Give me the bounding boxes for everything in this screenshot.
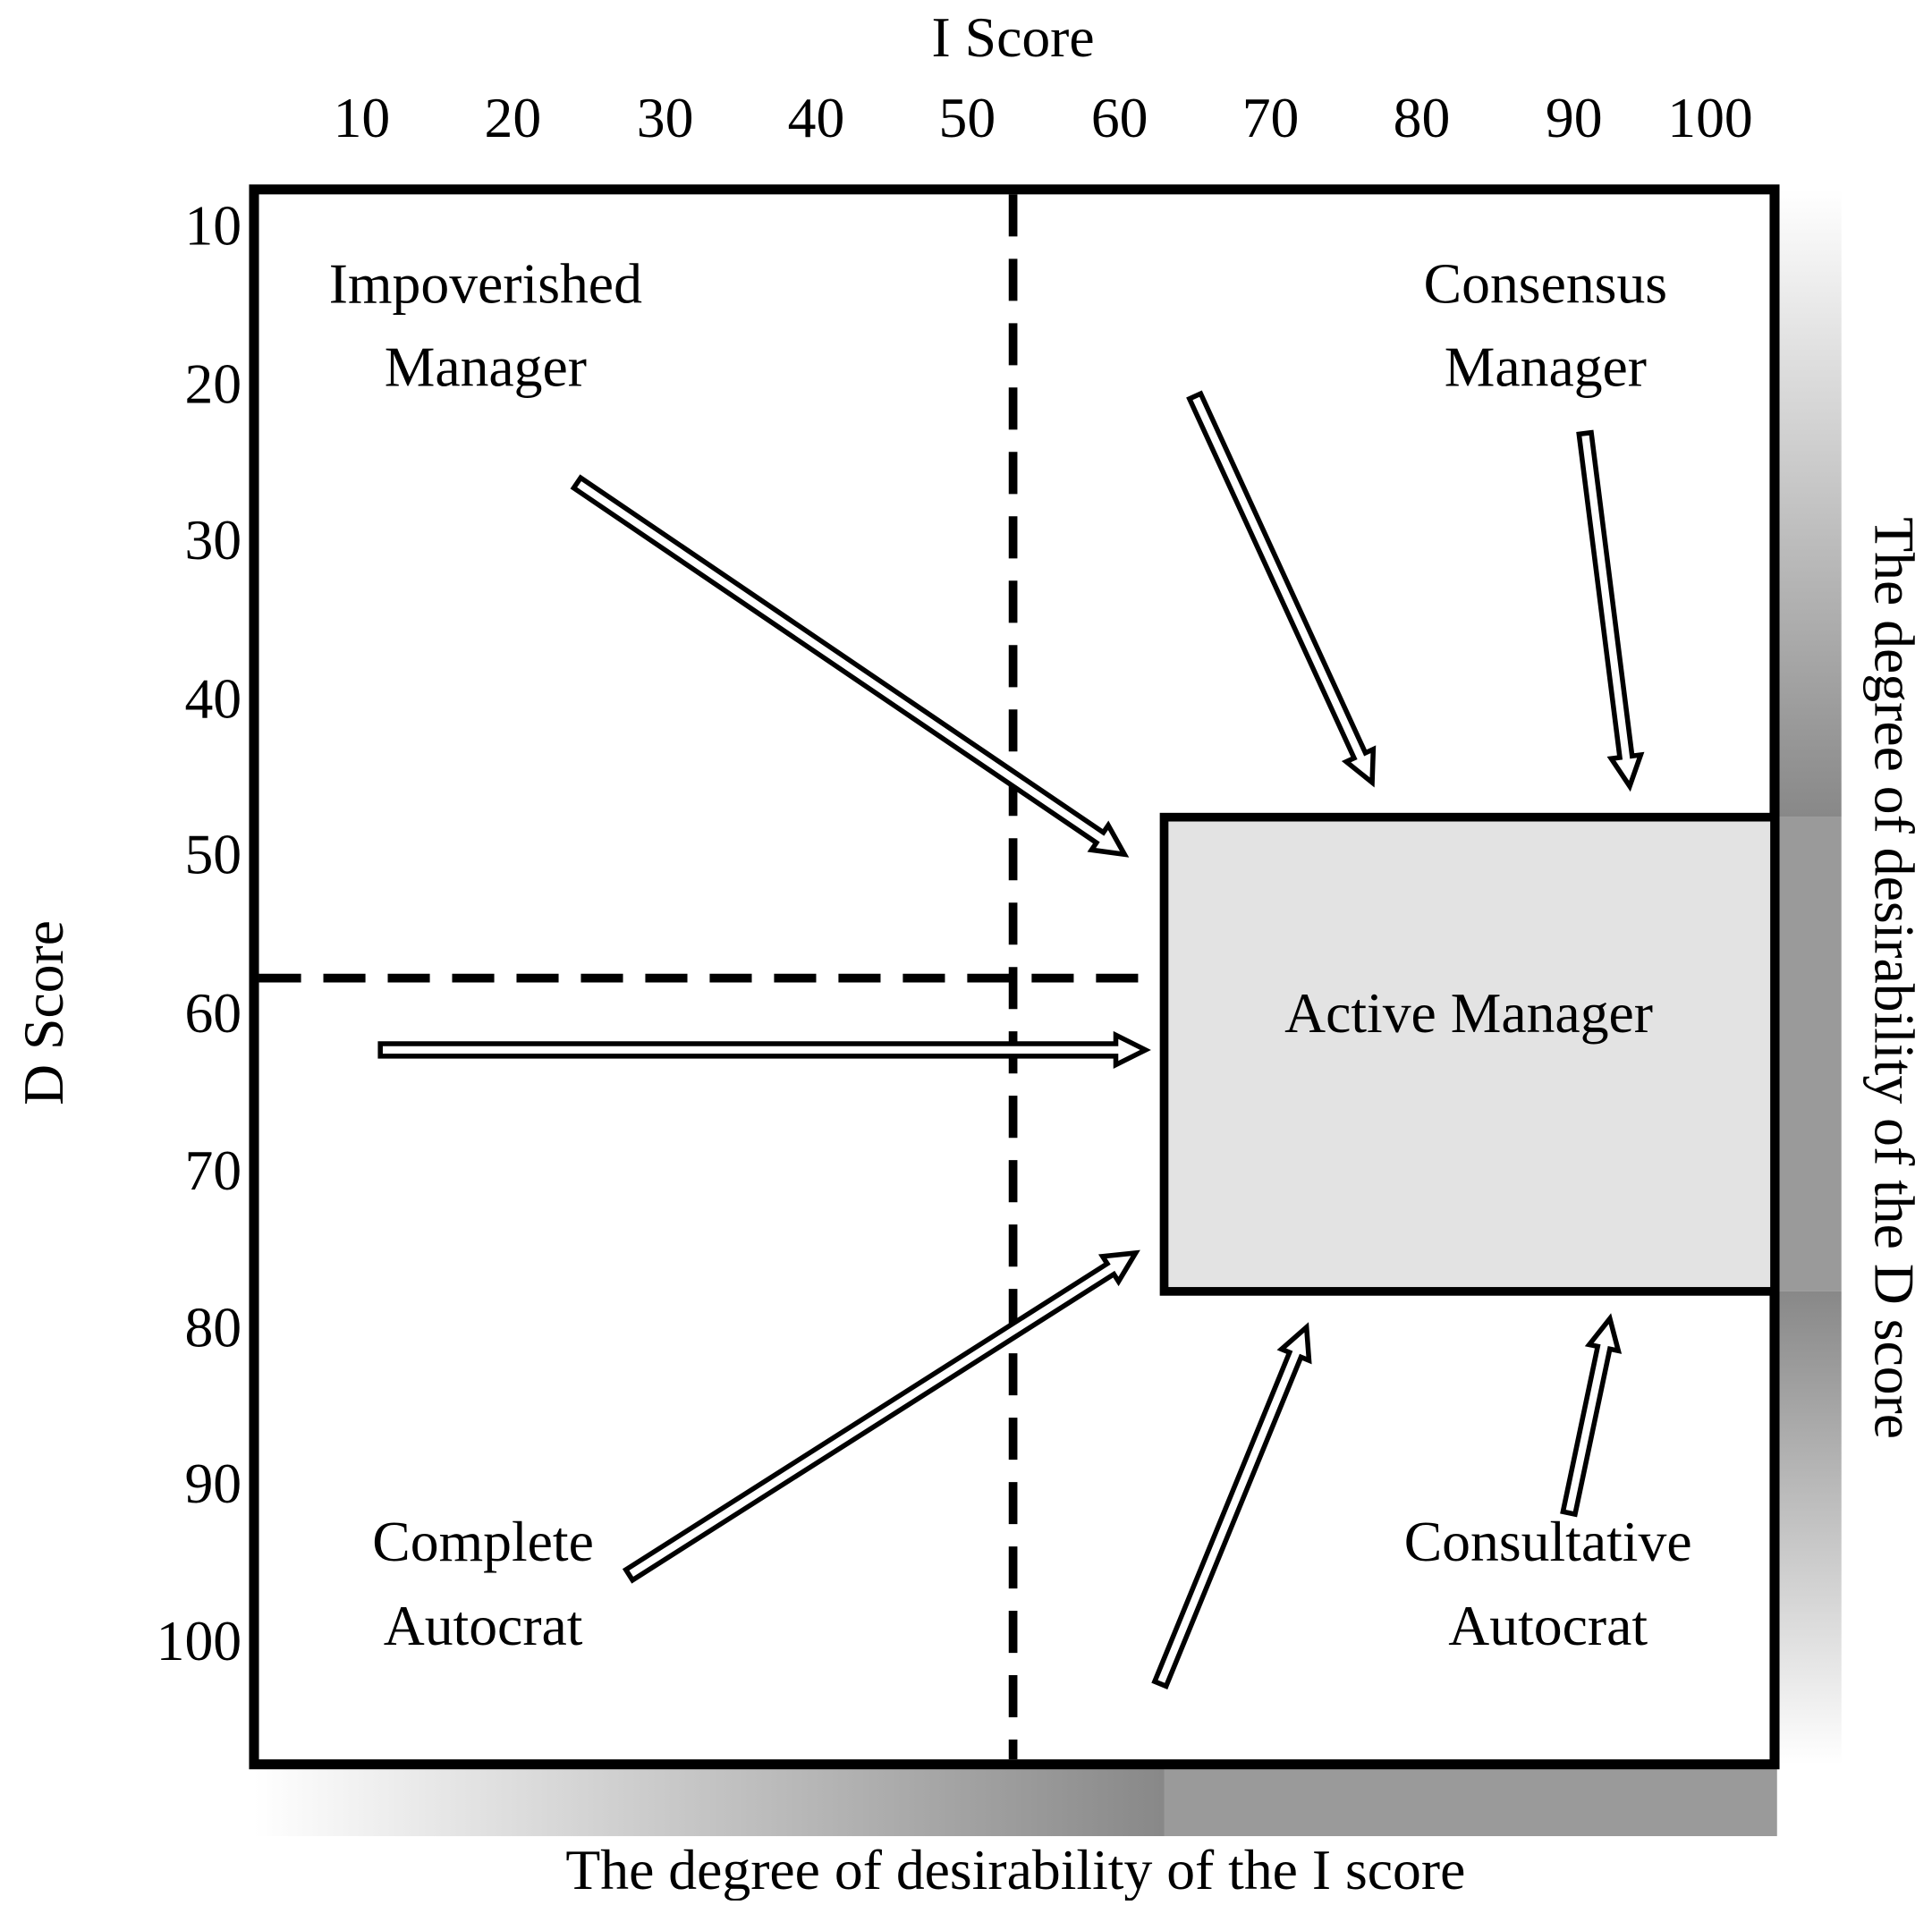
arrow — [622, 1249, 1140, 1584]
top-tick-label: 60 — [1091, 86, 1148, 149]
region-label: Manager — [1445, 334, 1647, 398]
top-tick-label: 10 — [334, 86, 391, 149]
top-tick-label: 30 — [637, 86, 694, 149]
region-label: Impoverished — [329, 252, 642, 316]
left-tick-label: 10 — [184, 193, 242, 257]
right-label: The degree of desirability of the D scor… — [1863, 517, 1927, 1439]
shading — [253, 189, 1842, 1837]
left-tick-label: 60 — [184, 981, 242, 1045]
top-axis-title: I Score — [932, 5, 1095, 69]
top-tick-label: 40 — [788, 86, 845, 149]
arrow — [1186, 390, 1377, 788]
arrow — [570, 474, 1130, 858]
active-box — [1159, 812, 1779, 1296]
arrows — [377, 390, 1645, 1689]
left-tick-label: 80 — [184, 1296, 242, 1359]
top-tick-label: 80 — [1394, 86, 1451, 149]
left-axis-title: D Score — [12, 920, 75, 1105]
top-tick-label: 70 — [1242, 86, 1300, 149]
top-tick-label: 100 — [1667, 86, 1753, 149]
arrow — [1151, 1322, 1312, 1689]
center-label: Active Manager — [1284, 981, 1653, 1045]
left-tick-label: 50 — [184, 823, 242, 886]
left-tick-label: 70 — [184, 1139, 242, 1202]
region-label: Consensus — [1424, 252, 1667, 316]
left-tick-label: 90 — [184, 1452, 242, 1515]
top-tick-label: 90 — [1546, 86, 1603, 149]
region-label: Consultative — [1404, 1510, 1692, 1573]
region-label: Autocrat — [384, 1594, 583, 1657]
arrow — [377, 1030, 1151, 1070]
region-label: Autocrat — [1448, 1594, 1648, 1657]
region-label: Complete — [372, 1510, 594, 1573]
top-tick-label: 20 — [484, 86, 541, 149]
arrow — [1576, 429, 1645, 792]
arrow — [1560, 1313, 1623, 1518]
bottom-label: The degree of desirability of the I scor… — [565, 1838, 1465, 1901]
region-label: Manager — [385, 334, 587, 398]
left-tick-label: 30 — [184, 508, 242, 572]
left-tick-label: 20 — [184, 352, 242, 416]
left-tick-label: 100 — [157, 1609, 242, 1672]
left-tick-label: 40 — [184, 666, 242, 730]
top-tick-label: 50 — [939, 86, 996, 149]
